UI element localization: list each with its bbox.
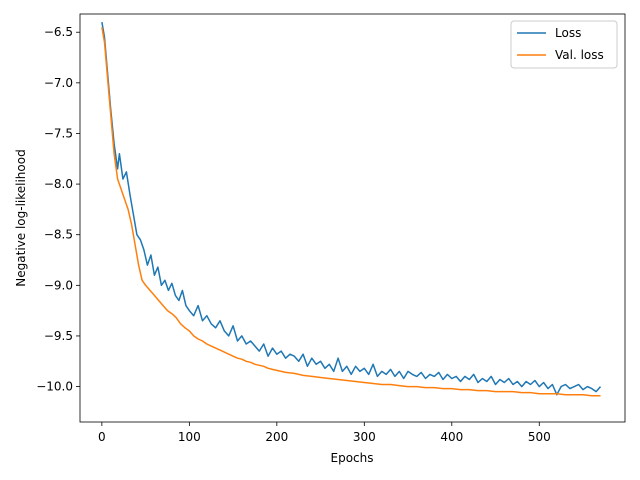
series-line-loss bbox=[101, 21, 602, 396]
y-tick-label: −7.5 bbox=[44, 126, 73, 140]
series-line-val-loss bbox=[101, 27, 601, 397]
x-tick-label: 0 bbox=[98, 430, 106, 444]
y-axis: −10.0 −9.5 −9.0 −8.5 −8.0 −7.5 −7.0 −6.5 bbox=[36, 25, 80, 394]
x-tick-label: 200 bbox=[265, 430, 288, 444]
legend-label-val-loss: Val. loss bbox=[555, 48, 604, 62]
x-tick-label: 100 bbox=[178, 430, 201, 444]
y-tick-label: −9.5 bbox=[44, 329, 73, 343]
y-tick-label: −7.0 bbox=[44, 76, 73, 90]
legend-label-loss: Loss bbox=[555, 26, 581, 40]
legend: Loss Val. loss bbox=[510, 20, 618, 69]
x-tick-label: 400 bbox=[440, 430, 463, 444]
y-tick-label: −8.0 bbox=[44, 177, 73, 191]
y-tick-label: −8.5 bbox=[44, 228, 73, 242]
y-axis-title: Negative log-likelihood bbox=[14, 149, 28, 286]
series-layer bbox=[101, 21, 602, 397]
y-tick-label: −9.0 bbox=[44, 278, 73, 292]
plot-frame bbox=[79, 13, 626, 423]
y-tick-label: −10.0 bbox=[36, 380, 73, 394]
x-axis-title: Epochs bbox=[331, 451, 374, 465]
x-axis: 0 100 200 300 400 500 bbox=[98, 422, 551, 444]
y-tick-label: −6.5 bbox=[44, 25, 73, 39]
x-tick-label: 300 bbox=[353, 430, 376, 444]
x-tick-label: 500 bbox=[528, 430, 551, 444]
